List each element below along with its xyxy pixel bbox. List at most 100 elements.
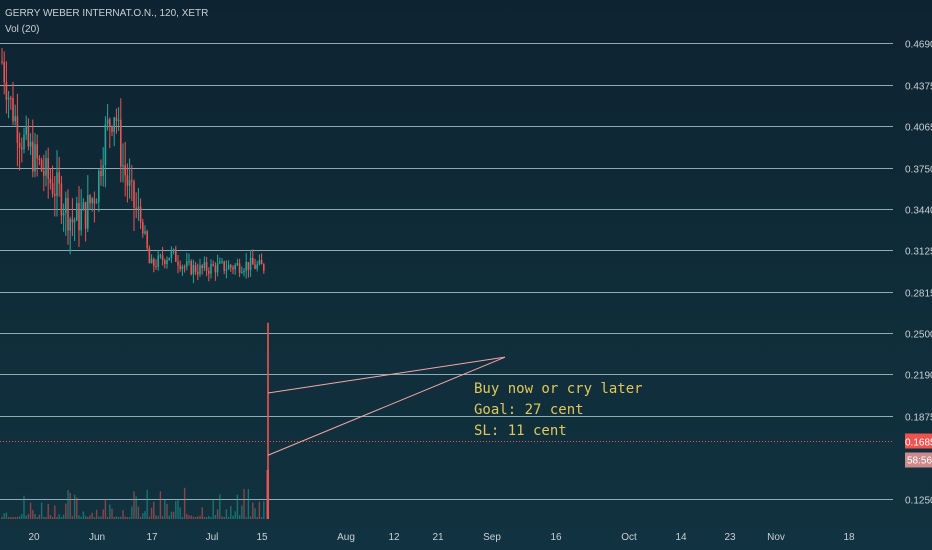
volume-bar (128, 516, 131, 519)
volume-bar (3, 513, 5, 519)
countdown-box (905, 452, 932, 468)
candle-body (232, 267, 234, 270)
volume-bar (58, 514, 60, 519)
volume-bar (153, 501, 155, 519)
candle-body (214, 265, 217, 273)
volume-bar (212, 499, 214, 519)
volume-bar (148, 516, 151, 519)
candle-body (95, 202, 98, 204)
y-tick-label: 0.1875 (905, 413, 932, 424)
volume-bar (82, 511, 85, 519)
symbol-title: GERRY WEBER INTERNAT.O.N., 120, XETR (5, 8, 209, 19)
volume-bar (21, 514, 23, 519)
candle-body (221, 261, 223, 263)
volume-bar (56, 516, 58, 519)
volume-bar (144, 511, 146, 519)
candle-body (146, 231, 148, 249)
volume-bar (155, 515, 157, 519)
candle-body (100, 170, 102, 176)
volume-bar (18, 516, 21, 519)
candle-body (205, 262, 208, 271)
volume-bar (10, 516, 12, 519)
candle-body (62, 212, 65, 216)
y-tick-label: 0.2815 (905, 289, 932, 300)
candle-body (188, 261, 190, 263)
candle-body (84, 202, 87, 229)
candle-body (89, 195, 91, 204)
countdown-label: 58:56 (907, 456, 932, 467)
x-tick-label: 15 (256, 532, 268, 543)
candle-body (159, 255, 162, 257)
candle-body (91, 198, 93, 204)
volume-indicator-label[interactable]: Vol (20) (5, 24, 40, 35)
candle-body (212, 264, 214, 266)
volume-bar (188, 515, 190, 519)
volume-bar (67, 489, 69, 519)
candle-body (126, 175, 129, 186)
volume-bar (230, 506, 232, 519)
candle-body (194, 265, 197, 273)
candle-body (241, 272, 243, 274)
volume-bar (36, 516, 38, 519)
volume-bar (219, 494, 221, 519)
candle-body (252, 257, 254, 265)
candle-body (18, 143, 21, 148)
volume-bar (60, 516, 63, 519)
volume-bar (51, 517, 54, 519)
volume-bar (223, 516, 225, 519)
candle-body (256, 264, 258, 269)
volume-bar (111, 508, 113, 519)
volume-bar (135, 496, 137, 519)
x-tick-label: Oct (621, 532, 637, 543)
volume-bar (139, 516, 142, 519)
volume-bar (126, 516, 129, 519)
volume-bar (84, 515, 87, 519)
candle-body (219, 261, 221, 264)
volume-bar (91, 512, 93, 519)
volume-bar (49, 515, 52, 519)
x-tick-label: 17 (146, 532, 158, 543)
volume-bar (7, 516, 10, 519)
volume-bar (104, 499, 107, 519)
volume-bar (194, 516, 197, 519)
volume-bar (29, 502, 32, 519)
volume-bar (172, 511, 175, 519)
candle-body (56, 172, 58, 196)
volume-bar (254, 508, 256, 519)
x-tick-label: Nov (767, 532, 785, 543)
annotation-line-1: Buy now or cry later (474, 381, 643, 397)
candle-body (153, 259, 155, 267)
candle-body (137, 206, 140, 209)
candle-body (223, 261, 225, 271)
candle-body (111, 127, 113, 132)
volume-bar (76, 497, 78, 519)
volume-bar (159, 491, 162, 519)
candle-body (3, 61, 5, 83)
candle-body (104, 124, 107, 166)
volume-bar (181, 516, 184, 519)
candle-body (102, 165, 104, 176)
volume-bar (260, 516, 263, 519)
candle-body (120, 119, 122, 167)
candle-body (38, 158, 41, 160)
volume-bar (73, 494, 76, 519)
volume-bar (150, 507, 153, 519)
x-tick-label: Sep (483, 532, 501, 543)
candle-body (157, 255, 159, 268)
candle-body (166, 260, 168, 264)
candle-body (254, 264, 256, 269)
x-tick-label: 21 (432, 532, 444, 543)
candle-body (155, 266, 157, 268)
candle-body (117, 119, 120, 121)
candle-body (135, 207, 137, 209)
candle-body (10, 97, 12, 99)
candle-body (177, 261, 179, 266)
volume-bar (142, 513, 144, 519)
volume-bar (25, 515, 27, 519)
candle-body (87, 195, 89, 229)
trend-line-upper (267, 356, 506, 394)
candle-body (58, 172, 60, 184)
volume-bar (168, 515, 170, 519)
